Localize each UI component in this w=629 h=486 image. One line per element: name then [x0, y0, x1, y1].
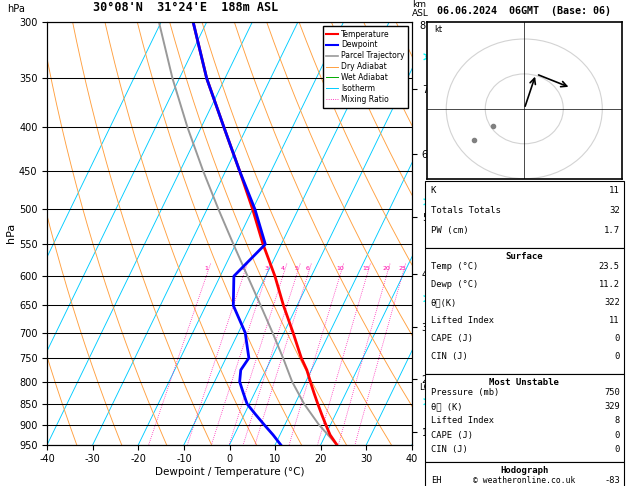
Text: 1.7: 1.7 — [604, 226, 620, 235]
Text: 6: 6 — [306, 266, 309, 271]
Text: 25: 25 — [398, 266, 406, 271]
Text: 32: 32 — [609, 206, 620, 215]
Text: 1: 1 — [204, 266, 208, 271]
Text: Lifted Index: Lifted Index — [431, 417, 494, 425]
Text: 4: 4 — [281, 266, 285, 271]
Text: 11: 11 — [610, 316, 620, 325]
Text: 329: 329 — [604, 402, 620, 411]
Text: 322: 322 — [604, 298, 620, 307]
Text: Lifted Index: Lifted Index — [431, 316, 494, 325]
Text: CAPE (J): CAPE (J) — [431, 431, 473, 440]
Text: © weatheronline.co.uk: © weatheronline.co.uk — [473, 475, 576, 485]
Bar — [425, 462, 624, 486]
Text: LCL: LCL — [420, 382, 435, 392]
Text: km
ASL: km ASL — [412, 0, 429, 17]
Text: Surface: Surface — [506, 252, 543, 260]
Bar — [425, 248, 624, 374]
Text: 0: 0 — [615, 334, 620, 343]
Bar — [425, 374, 624, 462]
Text: CIN (J): CIN (J) — [431, 445, 467, 454]
Text: 5: 5 — [294, 266, 298, 271]
Bar — [425, 181, 624, 248]
Text: θᴄ(K): θᴄ(K) — [431, 298, 457, 307]
Y-axis label: hPa: hPa — [6, 223, 16, 243]
Text: 8: 8 — [615, 417, 620, 425]
Legend: Temperature, Dewpoint, Parcel Trajectory, Dry Adiabat, Wet Adiabat, Isotherm, Mi: Temperature, Dewpoint, Parcel Trajectory… — [323, 26, 408, 108]
Text: -83: -83 — [604, 476, 620, 486]
Text: CIN (J): CIN (J) — [431, 352, 467, 361]
Text: Hodograph: Hodograph — [500, 466, 548, 475]
Text: 0: 0 — [615, 445, 620, 454]
Text: 15: 15 — [363, 266, 370, 271]
Text: 06.06.2024  06GMT  (Base: 06): 06.06.2024 06GMT (Base: 06) — [437, 6, 611, 16]
X-axis label: Dewpoint / Temperature (°C): Dewpoint / Temperature (°C) — [155, 467, 304, 477]
Text: 11: 11 — [609, 186, 620, 195]
Text: 3: 3 — [264, 266, 268, 271]
Text: Temp (°C): Temp (°C) — [431, 262, 478, 271]
Text: 30°08'N  31°24'E  188m ASL: 30°08'N 31°24'E 188m ASL — [93, 1, 279, 14]
Text: θᴄ (K): θᴄ (K) — [431, 402, 462, 411]
Text: EH: EH — [431, 476, 442, 486]
Text: CAPE (J): CAPE (J) — [431, 334, 473, 343]
Text: Totals Totals: Totals Totals — [431, 206, 501, 215]
Text: Pressure (mb): Pressure (mb) — [431, 388, 499, 397]
Text: K: K — [431, 186, 436, 195]
Text: 0: 0 — [615, 352, 620, 361]
Text: 20: 20 — [382, 266, 391, 271]
Text: 10: 10 — [336, 266, 343, 271]
Text: 8: 8 — [420, 21, 425, 31]
Text: 750: 750 — [604, 388, 620, 397]
Text: hPa: hPa — [7, 4, 25, 14]
Text: PW (cm): PW (cm) — [431, 226, 469, 235]
Text: 11.2: 11.2 — [599, 280, 620, 289]
Text: Most Unstable: Most Unstable — [489, 378, 559, 387]
Text: 2: 2 — [241, 266, 245, 271]
Text: 0: 0 — [615, 431, 620, 440]
Text: Dewp (°C): Dewp (°C) — [431, 280, 478, 289]
Text: 23.5: 23.5 — [599, 262, 620, 271]
